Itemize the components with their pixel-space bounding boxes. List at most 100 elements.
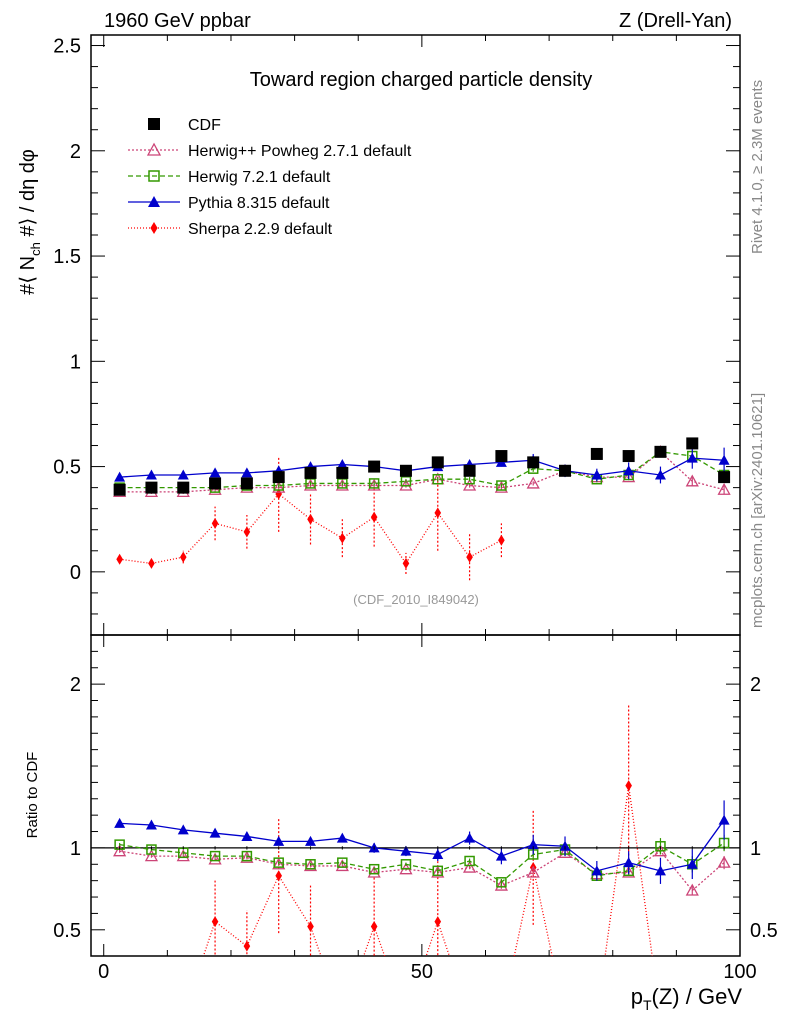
pythia-8-315-default-point bbox=[177, 469, 189, 480]
herwig-powheg-2-7-1-default-ratio-point bbox=[431, 865, 445, 878]
herwig-powheg-2-7-1-default-ratio-line bbox=[119, 850, 725, 892]
herwig-powheg-2-7-1-default-point bbox=[272, 480, 286, 493]
cdf-point bbox=[463, 464, 476, 477]
pythia-8-315-default-point bbox=[209, 467, 221, 478]
sherpa-2-2-9-default-point bbox=[275, 488, 283, 500]
x-tick-label: 50 bbox=[411, 961, 433, 983]
sherpa-2-2-9-default-point bbox=[243, 526, 251, 538]
herwig-7-2-1-default-ratio-point bbox=[496, 877, 507, 888]
herwig-7-2-1-default-point bbox=[400, 476, 412, 487]
herwig-powheg-2-7-1-default-point bbox=[303, 478, 318, 491]
cdf-point bbox=[718, 471, 731, 484]
sherpa-2-2-9-default-point bbox=[434, 507, 442, 519]
sherpa-2-2-9-default-point bbox=[116, 553, 123, 565]
pythia-8-315-default-point bbox=[654, 469, 666, 480]
cdf-point bbox=[304, 466, 317, 479]
legend: CDF Herwig++ Powheg 2.7.1 default Herwig 7… bbox=[128, 117, 412, 238]
herwig-powheg-2-7-1-default-ratio-point bbox=[367, 865, 381, 878]
sherpa-2-2-9-default-ratio-point bbox=[434, 916, 442, 928]
pythia-8-315-default-ratio-point bbox=[527, 839, 539, 850]
herwig-7-2-1-default-ratio-line bbox=[119, 842, 725, 884]
pythia-8-315-default-point bbox=[591, 469, 603, 480]
ratio-plot-frame bbox=[90, 634, 741, 957]
pythia-8-315-default-point bbox=[241, 467, 253, 478]
pythia-8-315-default-ratio-point bbox=[623, 857, 635, 868]
y-tick-label-main: 1 bbox=[70, 351, 81, 373]
y-tick-label-main: 0 bbox=[70, 562, 81, 584]
sherpa-2-2-9-default-point bbox=[211, 517, 219, 529]
herwig-7-2-1-default-ratio-point bbox=[209, 850, 221, 862]
svg-text:#⟨ Nch #⟩ / dη dφ: #⟨ Nch #⟩ / dη dφ bbox=[17, 149, 43, 295]
pythia-8-315-default-point bbox=[114, 471, 126, 482]
pythia-8-315-default-ratio-point bbox=[718, 814, 730, 825]
legend-marker-herwig-powheg-2-7-1-default bbox=[146, 142, 162, 156]
sherpa-2-2-9-default-point bbox=[148, 557, 155, 569]
y-tick-label-ratio: 0.5 bbox=[53, 920, 81, 942]
herwig-7-2-1-default-ratio-point bbox=[305, 859, 316, 870]
herwig-powheg-2-7-1-default-point bbox=[462, 478, 477, 491]
pythia-8-315-default-ratio-point bbox=[495, 850, 507, 861]
x-label-sub: T bbox=[643, 997, 652, 1013]
herwig-powheg-2-7-1-default-ratio-point bbox=[526, 865, 540, 878]
x-tick-label: 100 bbox=[723, 961, 756, 983]
y-tick-label-ratio-right: 1 bbox=[750, 838, 761, 860]
herwig-7-2-1-default-point bbox=[432, 473, 444, 485]
sherpa-2-2-9-default-ratio-point bbox=[275, 870, 283, 882]
sherpa-2-2-9-default-point bbox=[307, 513, 314, 525]
herwig-powheg-2-7-1-default-point bbox=[367, 478, 381, 491]
herwig-powheg-2-7-1-default-ratio-point bbox=[272, 857, 286, 870]
pythia-8-315-default-ratio-point bbox=[145, 819, 157, 830]
cdf-point bbox=[399, 464, 412, 477]
herwig-powheg-2-7-1-default-ratio-point bbox=[176, 849, 190, 862]
herwig-7-2-1-default-point bbox=[305, 478, 316, 489]
herwig-powheg-2-7-1-default-point bbox=[622, 470, 636, 483]
y-label-sub: ch bbox=[28, 242, 43, 256]
cdf-point bbox=[240, 477, 253, 490]
ratio-y-label: Ratio to CDF bbox=[24, 752, 41, 839]
sherpa-2-2-9-default-point bbox=[402, 557, 410, 569]
legend-marker-herwig-7-2-1-default bbox=[148, 170, 160, 182]
pythia-8-315-default-ratio-point bbox=[209, 827, 221, 838]
cdf-point bbox=[654, 445, 667, 458]
sherpa-2-2-9-default-point bbox=[370, 511, 378, 523]
sherpa-2-2-9-default-ratio-point bbox=[625, 780, 632, 792]
y-tick-label-main: 2.5 bbox=[53, 36, 81, 58]
herwig-powheg-2-7-1-default-point bbox=[526, 476, 540, 489]
pythia-8-315-default-ratio-line bbox=[119, 819, 725, 872]
herwig-powheg-2-7-1-default-ratio-point bbox=[462, 860, 477, 873]
pythia-8-315-default-point bbox=[686, 452, 698, 463]
sherpa-2-2-9-default-point bbox=[498, 534, 505, 546]
cdf-point bbox=[431, 456, 444, 469]
herwig-7-2-1-default-ratio-point bbox=[432, 865, 444, 877]
herwig-powheg-2-7-1-default-ratio-point bbox=[494, 878, 508, 891]
x-label-rest: (Z) / GeV bbox=[652, 984, 743, 1009]
herwig-powheg-2-7-1-default-ratio-point bbox=[717, 855, 731, 868]
pythia-8-315-default-point bbox=[623, 465, 635, 476]
pythia-8-315-default-ratio-point bbox=[432, 848, 444, 859]
pythia-8-315-default-ratio-point bbox=[305, 835, 317, 846]
sherpa-2-2-9-default-ratio-point bbox=[243, 940, 251, 952]
chart-title: Toward region charged particle density bbox=[250, 69, 592, 91]
y-tick-label-ratio: 1 bbox=[70, 838, 81, 860]
herwig-7-2-1-default-point bbox=[337, 478, 348, 489]
pythia-8-315-default-ratio-point bbox=[686, 858, 698, 869]
legend-label-pythia-8-315-default: Pythia 8.315 default bbox=[188, 195, 330, 212]
herwig-powheg-2-7-1-default-ratio-point bbox=[208, 852, 222, 865]
cdf-point bbox=[113, 483, 126, 496]
mcplots-label: mcplots.cern.ch [arXiv:2401.10621] bbox=[749, 393, 766, 628]
pythia-8-315-default-point bbox=[718, 454, 730, 465]
sherpa-2-2-9-default-point bbox=[179, 551, 187, 563]
legend-marker-sherpa-2-2-9-default bbox=[150, 222, 158, 234]
ratio-series-group bbox=[113, 703, 731, 956]
herwig-7-2-1-default-ratio-point bbox=[146, 844, 157, 855]
x-tick-label: 0 bbox=[98, 961, 109, 983]
y-label-part1: #⟨ N bbox=[17, 256, 39, 295]
sherpa-2-2-9-default-point bbox=[466, 551, 473, 563]
header-right: Z (Drell-Yan) bbox=[619, 10, 732, 32]
rivet-label: Rivet 4.1.0, ≥ 2.3M events bbox=[749, 80, 766, 254]
herwig-powheg-2-7-1-default-point bbox=[399, 478, 413, 491]
header-left: 1960 GeV ppbar bbox=[104, 10, 251, 32]
sherpa-2-2-9-default-ratio-point bbox=[370, 921, 378, 933]
pythia-8-315-default-ratio-point bbox=[654, 865, 666, 876]
